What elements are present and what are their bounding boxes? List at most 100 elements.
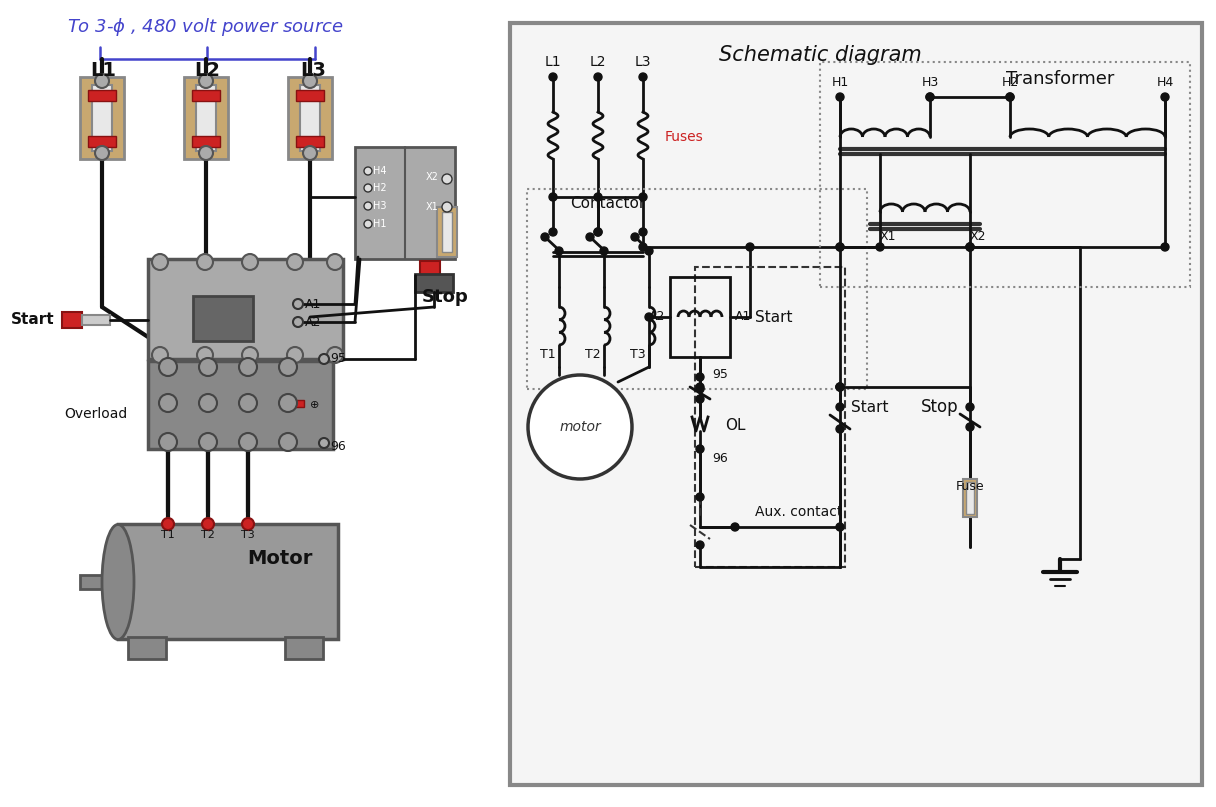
Circle shape [638, 228, 647, 236]
Circle shape [599, 247, 608, 255]
Circle shape [837, 93, 844, 101]
Circle shape [837, 425, 844, 433]
Text: L2: L2 [590, 55, 607, 69]
Text: Contactor: Contactor [570, 195, 646, 211]
Bar [295, 136, 323, 147]
Bar [696, 267, 845, 567]
Circle shape [837, 383, 844, 391]
Text: To 3-$\phi$ , 480 volt power source: To 3-$\phi$ , 480 volt power source [67, 16, 343, 38]
Circle shape [696, 373, 704, 381]
Circle shape [364, 184, 372, 192]
Circle shape [696, 493, 704, 501]
Text: L1: L1 [90, 61, 116, 81]
Circle shape [548, 228, 557, 236]
Bar [415, 274, 454, 292]
Bar [193, 296, 253, 341]
Circle shape [152, 254, 168, 270]
Circle shape [278, 358, 297, 376]
Text: X1: X1 [426, 202, 439, 212]
Bar [288, 77, 332, 159]
Text: H4: H4 [373, 166, 387, 176]
Circle shape [731, 523, 739, 531]
Text: L1: L1 [545, 55, 562, 69]
Text: Schematic diagram: Schematic diagram [719, 45, 922, 65]
Bar [88, 90, 116, 101]
Text: Start: Start [11, 312, 55, 328]
Bar [295, 90, 323, 101]
Text: motor: motor [559, 420, 601, 434]
Circle shape [199, 146, 213, 160]
Circle shape [199, 433, 216, 451]
Text: L2: L2 [195, 61, 220, 81]
Circle shape [278, 433, 297, 451]
Bar [966, 482, 974, 514]
Text: 96: 96 [330, 441, 345, 454]
Text: X2: X2 [970, 231, 986, 244]
Circle shape [644, 313, 653, 321]
Text: H2: H2 [373, 183, 387, 193]
Text: Fuses: Fuses [665, 130, 704, 144]
Bar [285, 637, 323, 659]
Bar [527, 189, 867, 389]
Circle shape [638, 73, 647, 81]
Circle shape [319, 354, 330, 364]
Circle shape [441, 174, 452, 184]
Circle shape [159, 433, 178, 451]
Text: T1: T1 [162, 530, 175, 540]
Text: Overload: Overload [64, 407, 128, 421]
Text: A1: A1 [734, 311, 751, 324]
Circle shape [554, 247, 563, 255]
Circle shape [966, 243, 974, 251]
Circle shape [927, 93, 934, 101]
Circle shape [327, 254, 343, 270]
Circle shape [837, 383, 844, 391]
Bar [355, 147, 455, 259]
Circle shape [303, 146, 317, 160]
Circle shape [593, 228, 602, 236]
Circle shape [593, 73, 602, 81]
Bar [437, 207, 457, 257]
Circle shape [696, 541, 704, 549]
Circle shape [638, 243, 647, 251]
Bar [148, 259, 343, 359]
Circle shape [199, 74, 213, 88]
Circle shape [240, 394, 257, 412]
Text: 95: 95 [330, 353, 345, 366]
Circle shape [197, 254, 213, 270]
Circle shape [696, 383, 704, 391]
Circle shape [1161, 243, 1169, 251]
Circle shape [696, 395, 704, 403]
Circle shape [95, 146, 109, 160]
Circle shape [152, 347, 168, 363]
Circle shape [638, 193, 647, 201]
Ellipse shape [102, 525, 134, 639]
Text: Fuse: Fuse [956, 480, 984, 494]
Circle shape [548, 73, 557, 81]
Circle shape [364, 167, 372, 175]
Bar [963, 479, 976, 517]
Circle shape [242, 518, 254, 530]
Bar [441, 212, 452, 252]
Circle shape [548, 193, 557, 201]
Text: T2: T2 [585, 348, 601, 361]
Circle shape [966, 423, 974, 431]
Circle shape [303, 74, 317, 88]
Text: T1: T1 [540, 348, 556, 361]
Circle shape [327, 347, 343, 363]
Circle shape [837, 383, 844, 391]
Bar [184, 77, 229, 159]
Text: T3: T3 [241, 530, 255, 540]
Text: H1: H1 [373, 219, 387, 229]
Circle shape [593, 193, 602, 201]
Bar [62, 312, 81, 328]
Bar [88, 136, 116, 147]
Text: Motor: Motor [247, 550, 313, 568]
Circle shape [242, 254, 258, 270]
Bar [80, 77, 124, 159]
Text: X1: X1 [880, 231, 896, 244]
Circle shape [837, 523, 844, 531]
Bar [148, 361, 333, 449]
Circle shape [696, 385, 704, 393]
Bar [196, 85, 216, 151]
Circle shape [199, 394, 216, 412]
